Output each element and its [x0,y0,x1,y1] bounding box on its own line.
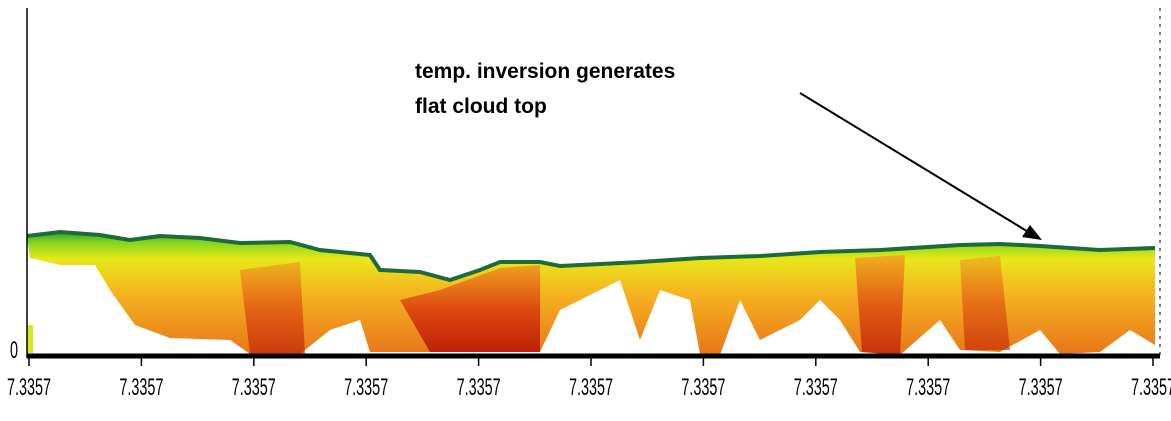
annotation-line: temp. inversion generates [415,60,675,83]
x-tick-label: 7.3357 [569,374,613,401]
annotation-arrow [799,92,1031,234]
x-tick-label: 7.3357 [7,374,51,401]
x-tick-label: 7.3357 [457,374,501,401]
x-tick-label: 7.3357 [1131,374,1171,401]
x-tick-label: 7.3357 [906,374,950,401]
y-tick-label: 0 [10,337,18,364]
annotation-line: flat cloud top [415,95,547,118]
x-tick-label: 7.3357 [232,374,276,401]
cloud-image [26,229,1156,355]
x-tick-label: 7.3357 [794,374,838,401]
x-ticks: 7.3357 7.3357 7.3357 7.3357 7.3357 7.3357 7.33… [7,356,1171,401]
arrow-head [1022,225,1042,240]
x-tick-label: 7.3357 [344,374,388,401]
x-tick-label: 7.3357 [1019,374,1063,401]
x-tick-label: 7.3357 [119,374,163,401]
x-tick-label: 7.3357 [681,374,725,401]
